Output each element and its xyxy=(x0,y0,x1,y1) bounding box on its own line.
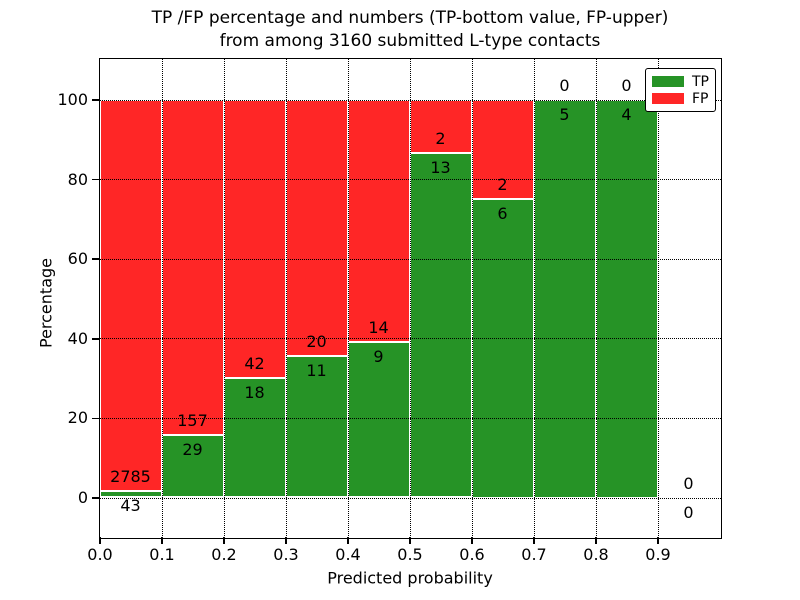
y-tick-60 xyxy=(92,258,100,260)
gridline-v-0.7 xyxy=(533,58,535,538)
x-tick-label-0.8: 0.8 xyxy=(583,545,609,564)
chart-title-line1: TP /FP percentage and numbers (TP-bottom… xyxy=(151,8,669,28)
x-tick-label-0.5: 0.5 xyxy=(397,545,423,564)
tp-count-label-0.4-0.5: 9 xyxy=(373,346,384,366)
y-tick-0 xyxy=(92,497,100,499)
bar-fp-0.5-0.6 xyxy=(409,99,472,153)
x-tick-label-0.3: 0.3 xyxy=(273,545,299,564)
fp-count-label-0.1-0.2: 157 xyxy=(177,411,208,431)
bar-tp-0.5-0.6 xyxy=(409,152,472,498)
tp-count-label-0.3-0.4: 11 xyxy=(306,361,327,381)
gridline-v-0.1 xyxy=(161,58,163,538)
tp-count-label-0.0-0.1: 43 xyxy=(120,496,141,516)
x-tick-label-0.6: 0.6 xyxy=(459,545,485,564)
tp-count-label-0.1-0.2: 29 xyxy=(182,440,203,460)
fp-count-label-0.0-0.1: 2785 xyxy=(110,467,151,487)
y-tick-label-100: 100 xyxy=(57,90,88,109)
x-tick-0.8 xyxy=(595,537,597,544)
x-tick-0.3 xyxy=(285,537,287,544)
tp-color-swatch xyxy=(652,76,684,87)
x-tick-label-0.4: 0.4 xyxy=(335,545,361,564)
tp-count-label-0.7-0.8: 5 xyxy=(559,104,570,124)
y-tick-label-0: 0 xyxy=(77,488,88,507)
gridline-v-0.4 xyxy=(347,58,349,538)
legend-item-fp: FP xyxy=(652,92,709,106)
x-tick-label-0.2: 0.2 xyxy=(211,545,237,564)
bar-fp-0.4-0.5 xyxy=(347,99,410,342)
bar-fp-0.3-0.4 xyxy=(285,99,348,357)
gridline-v-0.8 xyxy=(595,58,597,538)
bar-fp-0.0-0.1 xyxy=(99,99,162,492)
gridline-v-0.3 xyxy=(285,58,287,538)
y-tick-80 xyxy=(92,178,100,181)
gridline-v-0.2 xyxy=(223,58,225,538)
tp-count-label-0.6-0.7: 6 xyxy=(497,204,508,223)
bar-tp-0.8-0.9 xyxy=(595,99,658,498)
x-tick-label-0.7: 0.7 xyxy=(521,545,547,564)
y-tick-40 xyxy=(92,338,100,340)
fp-count-label-0.6-0.7: 2 xyxy=(497,175,508,194)
fp-count-label-0.5-0.6: 2 xyxy=(435,128,446,148)
y-tick-label-80: 80 xyxy=(67,169,88,189)
legend-box: TP FP xyxy=(645,68,716,112)
bar-tp-0.2-0.3 xyxy=(223,378,286,498)
fp-count-label-0.7-0.8: 0 xyxy=(559,75,570,95)
fp-count-label-0.9-1.0: 0 xyxy=(683,473,694,493)
x-tick-label-0.1: 0.1 xyxy=(149,545,175,564)
bar-tp-0.4-0.5 xyxy=(347,341,410,498)
x-tick-0.9 xyxy=(657,537,659,544)
x-tick-0.5 xyxy=(409,537,411,544)
gridline-v-0.5 xyxy=(409,58,411,538)
x-tick-0.6 xyxy=(471,537,473,544)
bar-tp-0.1-0.2 xyxy=(161,435,224,498)
legend-item-tp: TP xyxy=(652,75,709,89)
x-axis-label: Predicted probability xyxy=(327,568,493,588)
y-tick-label-40: 40 xyxy=(67,328,88,348)
gridline-v-0.6 xyxy=(471,58,473,538)
tp-count-label-0.2-0.3: 18 xyxy=(244,383,265,403)
fp-color-swatch xyxy=(652,93,684,104)
legend-label-fp: FP xyxy=(692,90,709,107)
chart-title-line2: from among 3160 submitted L-type contact… xyxy=(219,31,601,51)
fp-count-label-0.3-0.4: 20 xyxy=(306,332,327,352)
bar-tp-0.7-0.8 xyxy=(533,99,596,498)
y-tick-label-60: 60 xyxy=(67,249,88,269)
bar-tp-0.0-0.1 xyxy=(99,491,162,498)
x-tick-0.7 xyxy=(533,537,535,544)
x-tick-0.2 xyxy=(223,537,225,544)
y-tick-label-20: 20 xyxy=(67,408,88,428)
tp-count-label-0.8-0.9: 4 xyxy=(621,104,632,124)
plot-area: 2785 43 157 29 42 18 20 11 14 9 2 13 2 6 0 5 0 4 0 0 xyxy=(98,57,722,539)
fp-count-label-0.8-0.9: 0 xyxy=(621,75,632,95)
tp-count-label-0.9-1.0: 0 xyxy=(683,502,694,522)
bar-tp-0.6-0.7 xyxy=(471,199,534,498)
fp-count-label-0.2-0.3: 42 xyxy=(244,354,265,374)
bar-fp-0.1-0.2 xyxy=(161,99,224,436)
tp-count-label-0.5-0.6: 13 xyxy=(430,157,451,177)
x-tick-label-0.0: 0.0 xyxy=(87,545,113,564)
gridline-v-0.9 xyxy=(657,58,659,538)
x-tick-label-0.9: 0.9 xyxy=(645,545,671,564)
fp-count-label-0.4-0.5: 14 xyxy=(368,317,389,337)
y-tick-20 xyxy=(92,417,100,420)
x-tick-0.0 xyxy=(99,537,101,544)
bar-fp-0.2-0.3 xyxy=(223,99,286,379)
legend-label-tp: TP xyxy=(692,73,709,90)
y-tick-100 xyxy=(92,99,100,101)
x-tick-0.1 xyxy=(161,537,163,544)
x-tick-0.4 xyxy=(347,537,349,544)
